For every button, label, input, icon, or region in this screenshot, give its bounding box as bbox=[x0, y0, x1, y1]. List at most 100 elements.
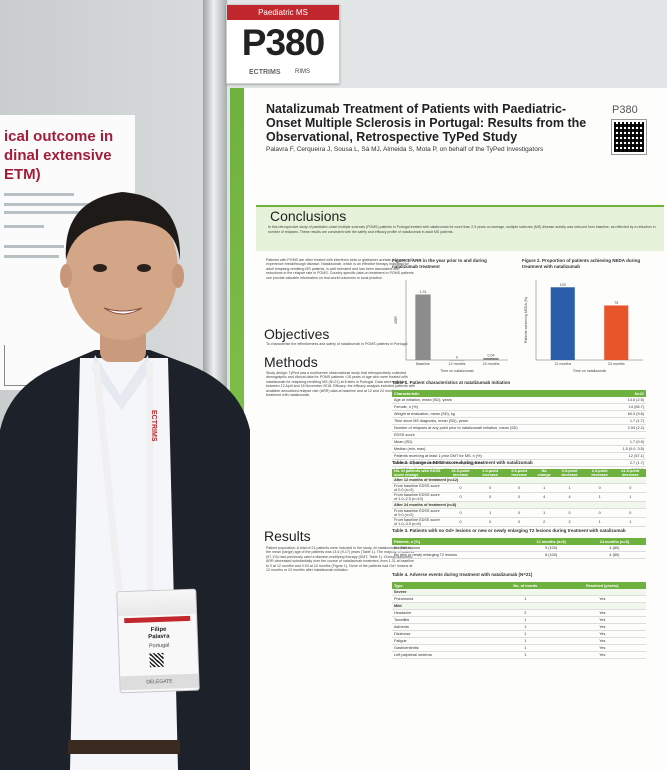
table-cell: Gastroenteritis bbox=[392, 644, 493, 652]
table-cell: 4 bbox=[554, 492, 585, 502]
table-cell: 1 bbox=[584, 492, 615, 502]
table-cell: 12 (57.1) bbox=[603, 452, 646, 460]
table-cell: Asthenia bbox=[392, 623, 493, 631]
table-row: Mild bbox=[392, 602, 646, 610]
table-cell: Time since MS diagnosis, mean (SD), year… bbox=[392, 417, 604, 425]
table-cell: ≥1.5-point increase bbox=[445, 469, 476, 477]
table-cell: From baseline EDSS score of 0.0 (n=2) bbox=[392, 483, 446, 493]
table-row: Asthenia 1 Yes bbox=[392, 623, 646, 631]
poster-authors: Palavra F, Cerqueira J, Sousa L, Sá MJ, … bbox=[266, 146, 544, 153]
table-cell: No change bbox=[533, 469, 555, 477]
qr-code-icon bbox=[611, 119, 647, 155]
poster-category: Paediatric MS bbox=[227, 5, 339, 20]
table-cell: 2 bbox=[533, 517, 555, 527]
chart-bar bbox=[550, 287, 575, 360]
mri-lesions-table: Patients, n (%) 12 months (n=9) 24 months … bbox=[392, 538, 646, 559]
table-cell: 14 (66.7) bbox=[603, 403, 646, 411]
badge-name: Filipe Palavra bbox=[129, 626, 189, 642]
table-cell: No Gd+ lesions bbox=[392, 545, 520, 552]
table-group-row: After 24 months of treatment (n=8) bbox=[392, 501, 646, 509]
table-cell: Yes bbox=[558, 644, 646, 652]
table1-header: Characteristic bbox=[392, 390, 604, 397]
table-cell: 12 months (n=9) bbox=[519, 538, 583, 545]
white-shirt bbox=[70, 358, 178, 770]
neighbour-text-line bbox=[4, 225, 44, 228]
table-cell: 0 bbox=[504, 508, 534, 518]
table-cell: Number of relapses at any point prior to… bbox=[392, 424, 604, 432]
table-cell: 1 bbox=[492, 616, 559, 624]
table-cell: Type bbox=[392, 582, 493, 589]
table-cell: 1 bbox=[614, 492, 646, 502]
table-cell bbox=[492, 589, 559, 596]
table-cell: Left palpebral oedema bbox=[392, 651, 493, 659]
table3-caption: Table 3. Patients with no Gd+ lesions or… bbox=[392, 528, 626, 533]
neighbour-poster-title: ical outcome in dinal extensive ETM) bbox=[4, 127, 113, 184]
table-cell: From baseline EDSS score of 1.0–2.5 (n=1… bbox=[392, 492, 446, 502]
table-cell: 1.7 (0.9) bbox=[603, 438, 646, 446]
chart-bar bbox=[449, 360, 465, 361]
table-cell: 1 bbox=[492, 644, 559, 652]
table-cell: 1 bbox=[533, 483, 555, 493]
table-cell: Yes bbox=[558, 630, 646, 638]
table-row: No new or newly enlarging T2 lesions 8 (1… bbox=[392, 551, 646, 559]
table-cell: ≥1.5-point decrease bbox=[614, 469, 646, 477]
table-cell: Patients, n (%) bbox=[392, 538, 520, 545]
figure2-caption: Figure 2. Proportion of patients achievi… bbox=[522, 258, 641, 269]
table-cell: 0 bbox=[504, 517, 534, 527]
table-row: Headache 2 Yes bbox=[392, 609, 646, 617]
table-cell: Duration of prior treatment for MS, mean… bbox=[392, 459, 604, 467]
table-cell: No new or newly enlarging T2 lesions bbox=[392, 551, 520, 559]
table1-header: N=21 bbox=[603, 390, 646, 397]
category-label: Baseline bbox=[416, 362, 430, 366]
table-cell: 1.0-point decrease bbox=[584, 469, 615, 477]
conclusions-text: In this retrospective study of paediatri… bbox=[268, 225, 656, 234]
conclusions-heading: Conclusions bbox=[270, 208, 347, 224]
left-ear bbox=[60, 264, 72, 288]
category-label: 24 months bbox=[483, 362, 500, 366]
badge-country: Portugal bbox=[148, 642, 170, 650]
table-cell: Yes bbox=[558, 637, 646, 645]
table-cell: 0 bbox=[504, 483, 534, 493]
table-cell: 1 bbox=[533, 508, 555, 518]
table-row: Severe bbox=[392, 589, 646, 596]
table-row: Age at initiation, mean (SD), years 14.6 … bbox=[392, 397, 646, 404]
table-cell: 0 bbox=[475, 492, 505, 502]
shirt-collar bbox=[92, 355, 150, 410]
table-cell: Yes bbox=[558, 609, 646, 617]
lanyard-left bbox=[92, 361, 124, 601]
table-cell: 0 bbox=[504, 492, 534, 502]
category-label: 24 months bbox=[608, 362, 625, 366]
table-row: Number of relapses at any point prior to… bbox=[392, 424, 646, 432]
table-cell: 1 bbox=[492, 595, 559, 603]
table-row: Time since MS diagnosis, mean (SD), year… bbox=[392, 417, 646, 425]
table-cell: From baseline EDSS score of 0.0 (n=2) bbox=[392, 508, 446, 518]
table-cell: 0 bbox=[445, 492, 476, 502]
table-row: EDSS score bbox=[392, 431, 646, 439]
table-cell: Yes bbox=[558, 651, 646, 659]
table-row: From baseline EDSS score of 0.0 (n=2) 0 0 0… bbox=[392, 483, 646, 493]
figure1-chart: 1.31 Baseline 0 12 months 0.04 24 months Time … bbox=[394, 280, 508, 373]
table1-caption: Table 1. Patient characteristics at nata… bbox=[392, 380, 511, 385]
table-cell: Median (min, max) bbox=[392, 445, 604, 453]
table-cell: Yes bbox=[558, 623, 646, 631]
table-cell: 1 bbox=[492, 630, 559, 638]
table-cell: No. of events bbox=[492, 582, 559, 589]
table-cell: 2.94 (2.2) bbox=[603, 424, 646, 432]
table-cell: 0 bbox=[584, 508, 615, 518]
table-cell: 0 bbox=[445, 508, 476, 518]
table-cell: 0 bbox=[584, 483, 615, 493]
table-cell bbox=[558, 589, 646, 596]
introduction-paragraph: Patients with POMS are often treated wit… bbox=[266, 258, 414, 280]
table-cell: 8 (100) bbox=[519, 551, 583, 559]
ectrims-logo-icon: ECTRIMS bbox=[249, 69, 281, 76]
table-cell: Headache bbox=[392, 609, 493, 617]
table-cell: Resolved (yes/no) bbox=[558, 582, 646, 589]
category-label: 12 months bbox=[449, 362, 466, 366]
poster-code: P380 bbox=[612, 104, 638, 116]
table-row: Female, n (%) 14 (66.7) bbox=[392, 403, 646, 411]
table-row: Median (min, max) 1.5 (0.0, 3.5) bbox=[392, 445, 646, 453]
table-cell: 9 (100) bbox=[519, 545, 583, 552]
table-cell: 0 bbox=[445, 483, 476, 493]
table-cell: After 12 months of treatment (n=12) bbox=[392, 477, 646, 484]
hair bbox=[65, 192, 181, 260]
